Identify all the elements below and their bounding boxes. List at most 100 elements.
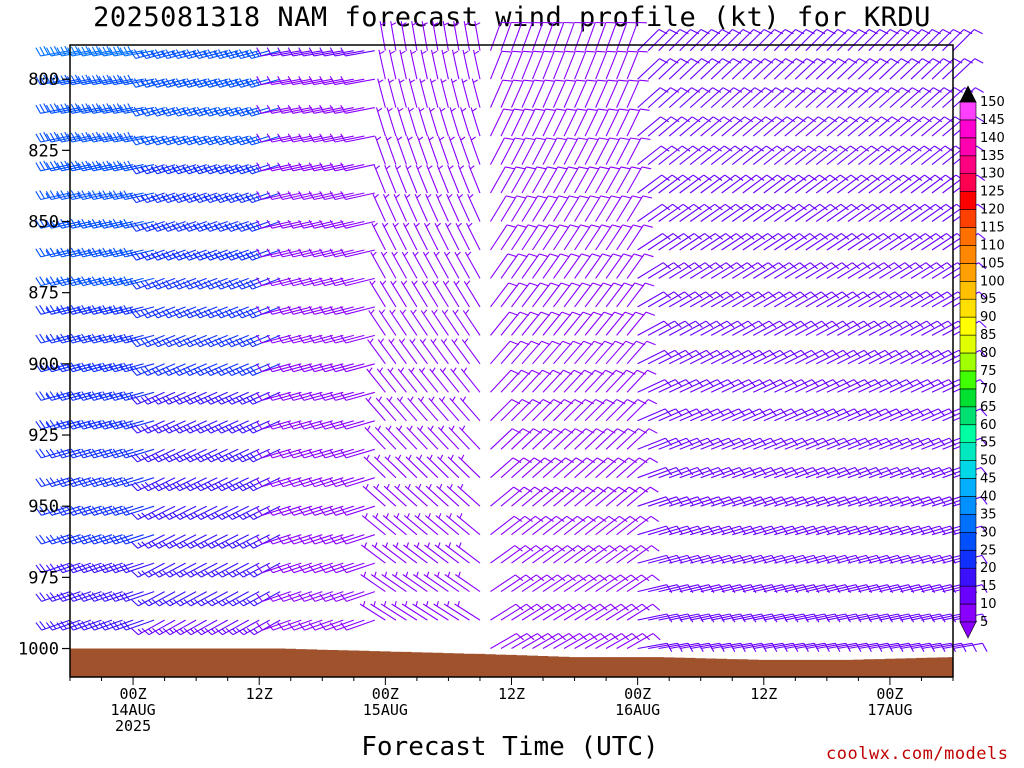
barb-shaft (584, 574, 611, 593)
barb-shaft (114, 192, 144, 201)
barb-shaft (167, 192, 197, 204)
barb-flag (130, 454, 138, 463)
barb-shaft (231, 448, 260, 463)
barb-flag (249, 106, 256, 116)
barb-shaft (668, 29, 691, 52)
barb-shaft (113, 107, 144, 114)
barb-shaft (418, 368, 439, 393)
wind-barb (397, 367, 418, 393)
barb-flag (119, 133, 126, 143)
wind-barb (203, 306, 239, 319)
wind-barb (721, 262, 755, 279)
barb-half-flag (432, 50, 438, 55)
barb-flag (77, 507, 84, 516)
barb-shaft (221, 562, 249, 578)
barb-flag (235, 281, 243, 290)
barb-flag (245, 136, 253, 146)
barb-shaft (40, 50, 71, 57)
wind-barb (721, 87, 753, 109)
wind-barb (637, 174, 670, 194)
barb-shaft (251, 135, 281, 146)
barb-flag (287, 248, 294, 258)
barb-shaft (158, 448, 186, 463)
wind-barb (563, 137, 588, 165)
barb-shaft (689, 58, 713, 80)
barb-shaft (461, 78, 471, 108)
wind-barb (763, 29, 794, 52)
wind-barb (457, 164, 471, 194)
barb-shaft (584, 282, 604, 308)
barb-flag (536, 166, 547, 170)
wind-barb (119, 505, 155, 516)
barb-flag (246, 599, 255, 607)
wind-barb (626, 21, 647, 51)
wind-barb (45, 534, 81, 545)
wind-barb (763, 58, 795, 80)
barb-flag (119, 104, 126, 114)
wind-barb (266, 133, 302, 143)
wind-barb (162, 448, 197, 463)
barb-shaft (752, 87, 777, 109)
barb-shaft (689, 145, 715, 166)
wind-barb (225, 562, 260, 578)
wind-barb (56, 247, 92, 258)
barb-shaft (292, 107, 323, 114)
barb-shaft (731, 174, 757, 194)
wind-barb (490, 166, 515, 194)
barb-flag (217, 308, 225, 317)
barb-flag (572, 311, 582, 316)
barb-flag (502, 79, 513, 82)
barb-half-flag (169, 600, 174, 605)
barb-shaft (679, 291, 706, 308)
wind-barb (668, 233, 703, 251)
barb-flag (98, 536, 106, 545)
wind-barb (773, 203, 807, 222)
barb-shaft (408, 78, 418, 108)
barb-flag (183, 570, 191, 578)
barb-shaft (574, 457, 598, 479)
wind-barb (542, 137, 567, 165)
wind-barb (77, 591, 113, 602)
wind-barb (710, 408, 746, 422)
barb-flag (119, 191, 126, 200)
barb-shaft (146, 135, 176, 146)
wind-barb (439, 107, 449, 137)
barb-flag (256, 76, 262, 85)
barb-half-flag (255, 109, 260, 115)
barb-flag (225, 512, 233, 520)
wind-barb (246, 591, 281, 607)
barb-flag (196, 49, 204, 58)
barb-flag (514, 137, 525, 141)
barb-flag (228, 49, 235, 58)
wind-barb (182, 135, 218, 146)
wind-barb (45, 562, 81, 574)
barb-shaft (282, 107, 312, 114)
barb-half-flag (396, 513, 400, 519)
wind-barb (742, 29, 773, 52)
barb-shaft (190, 534, 218, 549)
barb-flag (49, 104, 56, 113)
barb-flag (123, 534, 130, 544)
barb-half-flag (406, 165, 412, 170)
wind-barb (215, 591, 249, 607)
barb-shaft (521, 603, 548, 621)
barb-shaft (271, 107, 302, 114)
barb-flag (106, 160, 112, 170)
wind-barb (246, 562, 281, 578)
wind-barb (151, 534, 186, 549)
barb-flag (77, 306, 84, 315)
wind-barb (689, 29, 721, 52)
barb-shaft (93, 448, 123, 459)
barb-flag (642, 195, 653, 199)
wind-barb (731, 203, 765, 222)
wind-barb (462, 49, 471, 80)
barb-flag (119, 363, 126, 373)
barb-flag (207, 395, 215, 404)
barb-shaft (637, 233, 664, 251)
barb-shaft (271, 277, 302, 287)
wind-barb (77, 131, 113, 143)
barb-half-flag (443, 22, 449, 26)
barb-flag (214, 512, 223, 520)
wind-barb (119, 591, 155, 602)
barb-flag (207, 193, 214, 202)
